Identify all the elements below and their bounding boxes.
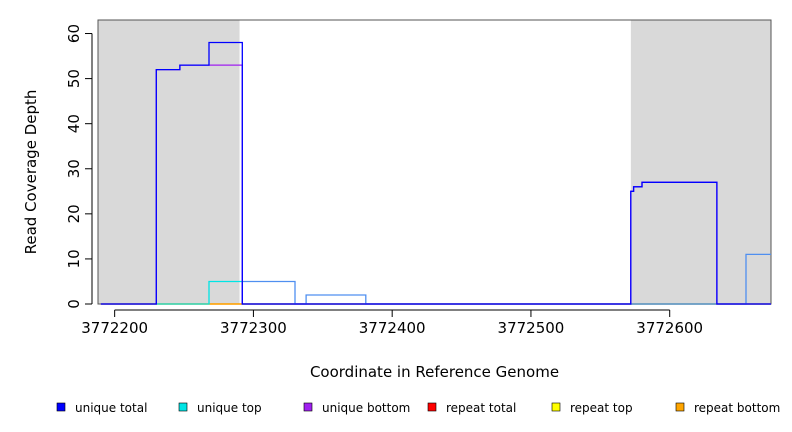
x-tick-label: 3772500 [498,319,565,337]
legend-item-repeat-bottom: repeat bottom [675,401,780,415]
y-axis-title: Read Coverage Depth [22,90,40,255]
x-tick-label: 3772400 [359,319,426,337]
x-tick-label: 3772200 [81,319,148,337]
series-lines [100,41,771,305]
legend-item-unique-total: unique total [56,401,147,415]
y-axis: 0 10 20 30 40 50 60 [65,24,93,309]
series-line-coverage-6 [241,253,771,305]
legend-label: unique total [75,401,147,415]
legend-item-repeat-total: repeat total [427,401,516,415]
legend-swatch [178,402,188,412]
y-tick-label: 0 [65,299,83,309]
legend-swatch [675,402,685,412]
y-tick-label: 30 [65,159,83,178]
legend-swatch [303,402,313,412]
legend-label: unique bottom [322,401,410,415]
legend-swatch [427,402,437,412]
legend-item-unique-top: unique top [178,401,262,415]
legend-swatch [56,402,66,412]
series-line-unique-total [100,41,771,305]
legend-item-unique-bottom: unique bottom [303,401,410,415]
y-tick-label: 60 [65,24,83,43]
legend-label: repeat top [570,401,633,415]
x-tick-label: 3772600 [636,319,703,337]
x-axis-title: Coordinate in Reference Genome [310,363,559,381]
y-tick-label: 10 [65,249,83,268]
x-axis: 3772200 3772300 3772400 3772500 3772600 [81,309,703,337]
legend-item-repeat-top: repeat top [551,401,633,415]
shaded-regions [98,20,771,304]
legend-swatch [551,402,561,412]
y-tick-label: 20 [65,204,83,223]
legend-label: repeat total [446,401,516,415]
legend-label: unique top [197,401,262,415]
legend: unique total unique top unique bottom repea… [56,401,780,415]
shaded-region-2 [630,20,771,304]
shaded-region-1 [98,20,240,304]
legend-label: repeat bottom [694,401,780,415]
y-tick-label: 40 [65,114,83,133]
x-tick-label: 3772300 [220,319,287,337]
y-tick-label: 50 [65,69,83,88]
